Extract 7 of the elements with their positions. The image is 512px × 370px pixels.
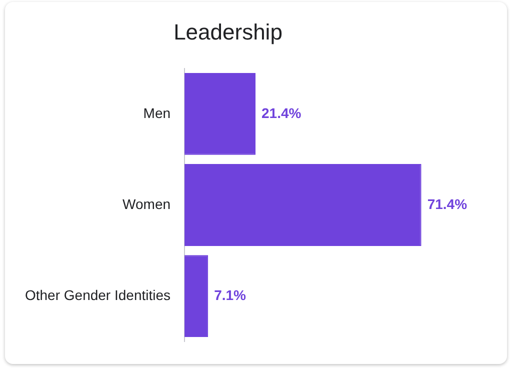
data-label: 7.1% <box>214 286 247 303</box>
chart-title: Leadership <box>174 19 282 44</box>
y-tick-label: Other Gender Identities <box>24 286 171 303</box>
data-label: 71.4% <box>427 196 468 212</box>
y-tick-label: Women <box>122 196 171 212</box>
y-tick-label: Men <box>143 104 171 121</box>
data-label: 21.4% <box>261 104 302 121</box>
